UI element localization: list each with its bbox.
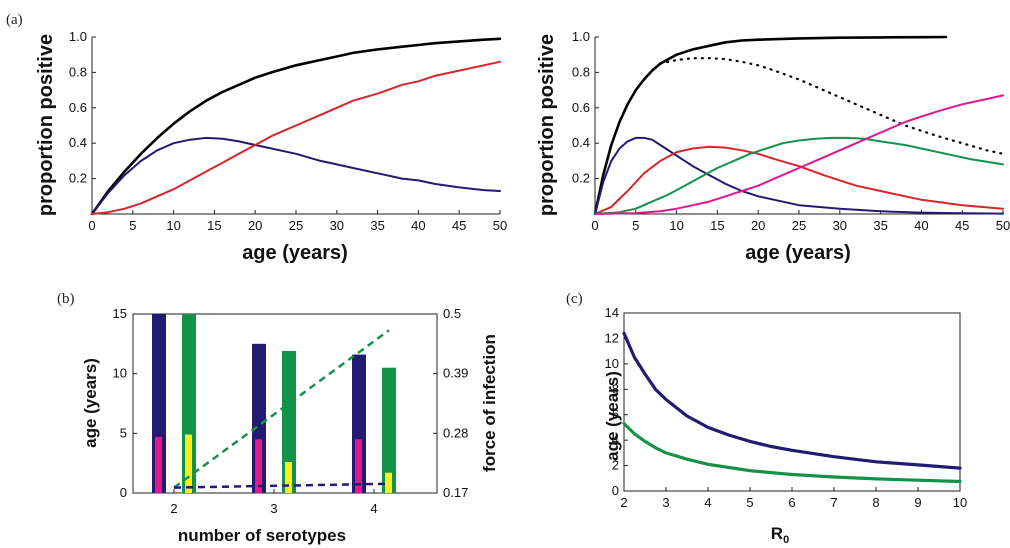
a-left-ytick-label: 0.2 xyxy=(69,171,87,186)
a-left-series-black-line xyxy=(90,37,502,216)
b-bar-yellow-4 xyxy=(385,472,392,493)
b-ytick-right-label: 0.17 xyxy=(443,485,468,500)
b-xtick-label: 3 xyxy=(270,501,277,516)
b-bar-yellow-2 xyxy=(185,434,192,493)
c-xlabel: R0 xyxy=(771,524,789,546)
c-series-green-line xyxy=(622,422,962,484)
a-right-series-black-line xyxy=(593,35,948,216)
a-left-ylabel: proportion positive xyxy=(35,34,57,216)
a-left-xtick-label: 10 xyxy=(166,218,180,233)
a-left-xlabel: age (years) xyxy=(242,242,348,264)
a-right-series-navy-line xyxy=(594,136,1004,215)
a-right-ytick-label: 1.0 xyxy=(572,29,590,44)
a-left-series-red-line xyxy=(91,60,501,215)
a-left-xtick-label: 30 xyxy=(330,218,344,233)
c-ytick-label: 8 xyxy=(612,381,619,396)
a-left-ytick-label: 0.6 xyxy=(69,100,87,115)
b-bar-magenta-3 xyxy=(255,439,262,493)
a-left-xtick-label: 35 xyxy=(370,218,384,233)
c-xtick-label: 9 xyxy=(914,495,921,510)
a-right-xtick-label: 50 xyxy=(996,218,1010,233)
a-right-xtick-label: 10 xyxy=(669,218,683,233)
a-right-xtick-label: 0 xyxy=(591,218,598,233)
chart-a-left: proportion positive age (years) 0 5 10 15 20… xyxy=(35,29,507,264)
c-ytick-label: 14 xyxy=(605,305,619,320)
panel-label-c: (c) xyxy=(566,291,583,307)
a-right-series-red-line xyxy=(594,145,1004,215)
b-bar-yellow-3 xyxy=(285,461,292,493)
chart-b: age (years) force of infection number of… xyxy=(81,306,499,545)
a-right-xtick-label: 30 xyxy=(833,218,847,233)
b-ylabel-right: force of infection xyxy=(480,334,499,472)
a-right-series-green-line xyxy=(594,136,1004,215)
c-ytick-label: 10 xyxy=(605,356,619,371)
c-ytick-label: 0 xyxy=(612,483,619,498)
c-xtick-label: 10 xyxy=(953,495,967,510)
c-xtick-label: 6 xyxy=(788,495,795,510)
a-left-ytick-label: 1.0 xyxy=(69,29,87,44)
a-right-xtick-label: 45 xyxy=(955,218,969,233)
b-bar-green-3 xyxy=(282,350,296,493)
a-right-ytick-label: 0.8 xyxy=(572,64,590,79)
c-series-navy-line xyxy=(622,331,962,470)
a-left-xtick-label: 15 xyxy=(207,218,221,233)
b-ytick-right-label: 0.28 xyxy=(443,425,468,440)
b-ytick-right-label: 0.39 xyxy=(443,366,468,381)
a-left-xtick-label: 0 xyxy=(88,218,95,233)
c-xtick-label: 5 xyxy=(746,495,753,510)
b-xlabel: number of serotypes xyxy=(178,526,346,545)
a-left-ytick-label: 0.8 xyxy=(69,64,87,79)
b-ytick-label: 0 xyxy=(120,485,127,500)
b-bar-magenta-4 xyxy=(355,439,362,493)
b-ytick-right-label: 0.5 xyxy=(443,306,461,321)
a-right-ytick-label: 0.4 xyxy=(572,135,590,150)
a-right-ytick-label: 0.6 xyxy=(572,100,590,115)
c-xtick-label: 7 xyxy=(830,495,837,510)
a-right-xtick-label: 20 xyxy=(751,218,765,233)
b-ylabel: age (years) xyxy=(81,358,100,448)
c-ytick-label: 4 xyxy=(612,432,619,447)
c-xtick-label: 8 xyxy=(872,495,879,510)
b-ytick-label: 10 xyxy=(113,366,127,381)
c-ytick-label: 12 xyxy=(605,330,619,345)
a-right-ytick-label: 0.2 xyxy=(572,171,590,186)
c-ytick-label: 6 xyxy=(612,407,619,422)
c-xlabel-sub: 0 xyxy=(783,534,789,546)
a-left-xtick-label: 50 xyxy=(493,218,507,233)
panel-label-a: (a) xyxy=(6,12,23,28)
a-left-xtick-label: 45 xyxy=(452,218,466,233)
b-xtick-label: 4 xyxy=(370,501,377,516)
b-ytick-label: 5 xyxy=(120,425,127,440)
a-right-xtick-label: 15 xyxy=(710,218,724,233)
a-right-series-black-dotted-line xyxy=(659,57,1005,155)
a-right-series-magenta-line xyxy=(594,94,1004,215)
c-xlabel-main: R xyxy=(771,524,783,543)
a-left-series-navy-line xyxy=(91,136,501,215)
a-right-ylabel: proportion positive xyxy=(536,34,558,216)
a-right-xtick-label: 5 xyxy=(632,218,639,233)
a-right-xtick-label: 25 xyxy=(792,218,806,233)
a-left-xtick-label: 20 xyxy=(248,218,262,233)
a-right-xtick-label: 35 xyxy=(873,218,887,233)
b-ytick-label: 15 xyxy=(113,306,127,321)
a-left-xtick-label: 5 xyxy=(129,218,136,233)
c-xtick-label: 3 xyxy=(662,495,669,510)
a-left-ytick-label: 0.4 xyxy=(69,135,87,150)
panel-label-b: (b) xyxy=(57,291,75,307)
a-left-xtick-label: 25 xyxy=(289,218,303,233)
c-xtick-label: 4 xyxy=(704,495,711,510)
b-dashed-line-green xyxy=(173,329,390,489)
b-xtick-label: 2 xyxy=(170,501,177,516)
chart-a-right: proportion positive age (years) 0 5 10 15 20… xyxy=(536,29,1010,264)
c-xtick-label: 2 xyxy=(620,495,627,510)
b-bar-magenta-2 xyxy=(155,436,162,493)
b-bar-green-4 xyxy=(382,367,396,493)
a-left-xtick-label: 40 xyxy=(411,218,425,233)
a-right-xlabel: age (years) xyxy=(745,242,851,264)
c-ytick-label: 2 xyxy=(612,458,619,473)
c-ylabel: age (years) xyxy=(603,371,622,461)
a-right-xtick-label: 40 xyxy=(914,218,928,233)
